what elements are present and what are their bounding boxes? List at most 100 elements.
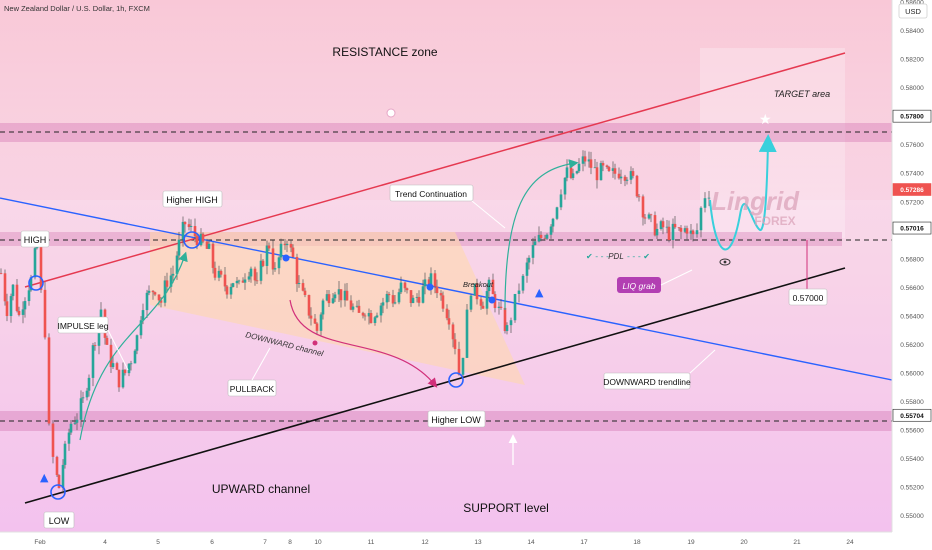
candle-body bbox=[453, 339, 457, 349]
candle-body bbox=[445, 308, 449, 319]
impulse-leader-line bbox=[107, 329, 129, 371]
candle-body bbox=[117, 369, 121, 388]
candle-body bbox=[691, 230, 695, 235]
candle-body bbox=[607, 167, 611, 171]
candle-body bbox=[393, 302, 397, 304]
candle-body bbox=[109, 344, 113, 368]
candle-body bbox=[409, 290, 413, 303]
candle-body bbox=[387, 293, 391, 296]
candle-body bbox=[283, 243, 287, 246]
y-tick-label: 0.57400 bbox=[900, 171, 924, 178]
candle-body bbox=[593, 167, 597, 169]
pullback-arrow bbox=[289, 299, 438, 388]
candle-body bbox=[171, 273, 175, 276]
candle-body bbox=[289, 243, 293, 248]
candle-body bbox=[601, 163, 605, 166]
time-axis-panel[interactable] bbox=[0, 532, 892, 550]
candle-body bbox=[559, 194, 563, 208]
y-tick-label: 0.56000 bbox=[900, 371, 924, 378]
y-tick-label: 0.57286 bbox=[900, 187, 924, 194]
candle-body bbox=[75, 419, 79, 423]
candle-body bbox=[509, 320, 513, 326]
candle-body bbox=[241, 280, 245, 283]
candle-body bbox=[527, 257, 531, 263]
candle-body bbox=[123, 369, 127, 374]
candle-body bbox=[145, 292, 149, 311]
candle-body bbox=[635, 175, 639, 197]
candle-body bbox=[93, 345, 97, 346]
candle-body bbox=[343, 290, 347, 301]
y-tick-highlight-7 bbox=[892, 183, 932, 196]
x-axis-ticks: Feb 4 5 6 7 8 10 11 12 13 14 17 18 19 20 21 24 bbox=[34, 539, 854, 546]
currency-button[interactable] bbox=[898, 3, 928, 19]
candle-body bbox=[625, 179, 629, 181]
candle-body bbox=[39, 243, 43, 290]
resistance-zone-label: RESISTANCE zone bbox=[332, 45, 437, 59]
candle-body bbox=[487, 279, 491, 292]
candle-body bbox=[499, 306, 503, 308]
price-axis-panel[interactable] bbox=[892, 0, 932, 550]
candle-body bbox=[249, 268, 253, 277]
candle-body bbox=[661, 221, 665, 228]
pullback-label-box: PULLBACK bbox=[227, 379, 277, 397]
candle-body bbox=[303, 290, 307, 296]
candle-body bbox=[219, 270, 223, 275]
candle-body bbox=[211, 243, 215, 268]
candle-body bbox=[689, 230, 693, 234]
y-tick-label: 0.58200 bbox=[900, 57, 924, 64]
candle-body bbox=[85, 390, 89, 398]
candle-body bbox=[485, 291, 489, 309]
candle-body bbox=[427, 279, 431, 288]
candle-body bbox=[537, 234, 541, 242]
candle-body bbox=[345, 290, 349, 301]
candle-body bbox=[159, 300, 163, 303]
channel-touch-dot-1 bbox=[282, 254, 290, 262]
candle-body bbox=[589, 159, 593, 168]
candle-body bbox=[63, 443, 67, 465]
candle-body bbox=[319, 314, 323, 331]
candle-body bbox=[415, 296, 419, 298]
candle-body bbox=[631, 171, 635, 176]
candle-body bbox=[333, 294, 337, 299]
candle-body bbox=[151, 290, 155, 293]
candle-body bbox=[361, 312, 365, 316]
candle-body bbox=[539, 234, 543, 238]
support-level-label: SUPPORT level bbox=[463, 501, 549, 515]
candle-body bbox=[707, 197, 711, 199]
candle-body bbox=[497, 306, 501, 309]
candle-body bbox=[617, 173, 621, 179]
candle-body bbox=[247, 276, 251, 280]
pdl-label: PDL bbox=[608, 252, 624, 261]
candle-body bbox=[261, 260, 265, 266]
candle-body bbox=[637, 196, 641, 198]
candle-body bbox=[217, 270, 221, 278]
candle-body bbox=[533, 241, 537, 246]
candle-body bbox=[29, 277, 33, 291]
candle-body bbox=[11, 284, 15, 297]
candle-body bbox=[411, 297, 415, 303]
candle-body bbox=[9, 296, 13, 317]
pullback-leader-line bbox=[251, 347, 271, 381]
candle-body bbox=[55, 456, 59, 476]
candle-body bbox=[73, 422, 77, 424]
watermark-brand: Lingrid bbox=[711, 186, 800, 216]
pdl-check-left: ✔ - - - bbox=[586, 252, 609, 261]
candle-body bbox=[481, 305, 485, 309]
candle-body bbox=[135, 335, 139, 351]
candle-body bbox=[611, 168, 615, 171]
candle-body bbox=[545, 234, 549, 239]
candle-body bbox=[513, 293, 517, 321]
candle-body bbox=[457, 348, 461, 375]
eye-icon bbox=[719, 258, 731, 266]
candle-body bbox=[517, 290, 521, 294]
y-tick-label: 0.57016 bbox=[900, 226, 924, 233]
candle-body bbox=[679, 227, 683, 232]
candle-body bbox=[307, 295, 311, 316]
candle-body bbox=[433, 273, 437, 287]
low-circle bbox=[50, 484, 66, 500]
candle-body bbox=[133, 350, 137, 364]
liq-grab-label: LIQ grab bbox=[622, 281, 655, 291]
candle-body bbox=[105, 337, 109, 345]
trendline-leader-line bbox=[689, 349, 716, 374]
